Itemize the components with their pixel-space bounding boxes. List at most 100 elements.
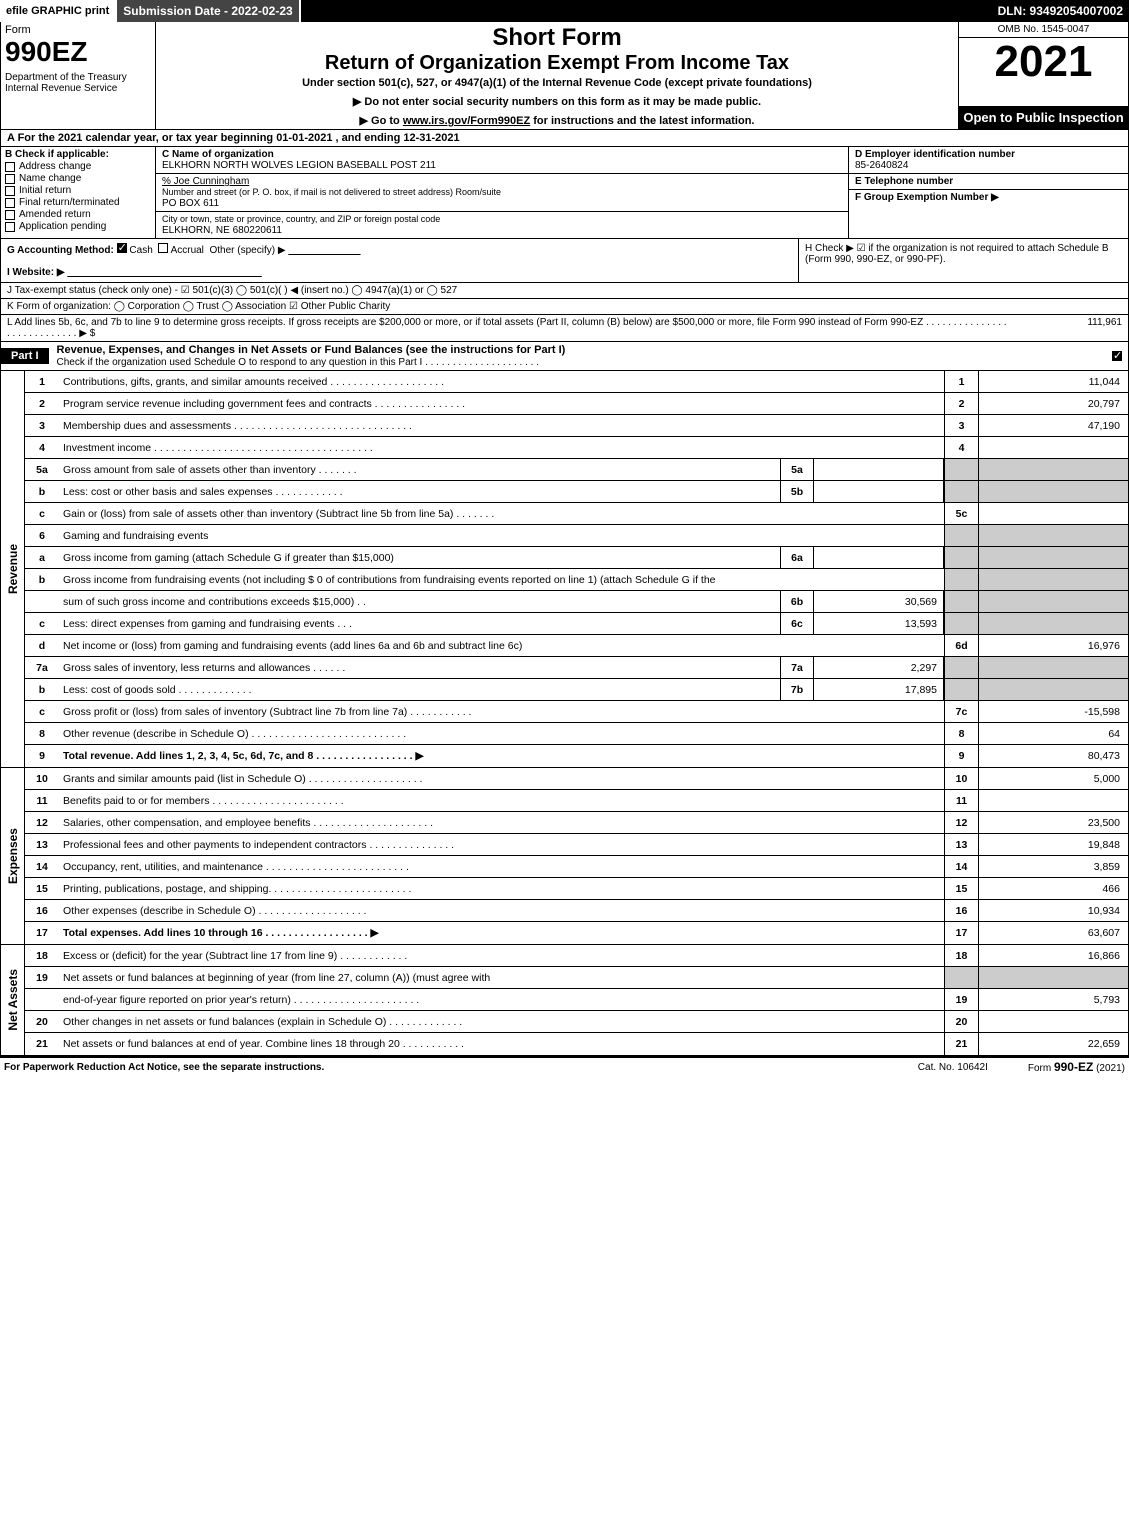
- open-inspection: Open to Public Inspection: [959, 106, 1128, 129]
- revenue-section: Revenue 1Contributions, gifts, grants, a…: [0, 371, 1129, 768]
- line-number: 6: [25, 528, 59, 544]
- right-line-number: 9: [944, 745, 978, 767]
- line-number: b: [25, 572, 59, 588]
- accrual-lab: Accrual: [171, 245, 204, 256]
- part-i-bar: Part I Revenue, Expenses, and Changes in…: [0, 342, 1129, 371]
- line-number: 7a: [25, 660, 59, 676]
- footer-right: Form 990-EZ (2021): [1028, 1060, 1125, 1074]
- cash-checkbox[interactable]: [117, 243, 127, 253]
- right-val-shade: [978, 547, 1128, 568]
- right-line-value: 5,793: [978, 989, 1128, 1010]
- checkbox-label: Address change: [19, 161, 91, 172]
- revenue-side-label: Revenue: [1, 371, 25, 767]
- line-number: 18: [25, 948, 59, 964]
- line-number: c: [25, 506, 59, 522]
- line-desc: Other revenue (describe in Schedule O) .…: [59, 726, 944, 742]
- line-row: 14Occupancy, rent, utilities, and mainte…: [25, 856, 1128, 878]
- line-number: 20: [25, 1014, 59, 1030]
- under-section: Under section 501(c), 527, or 4947(a)(1)…: [162, 77, 952, 89]
- line-row: bLess: cost of goods sold . . . . . . . …: [25, 679, 1128, 701]
- sub-line-value: [814, 481, 944, 502]
- line-desc: Program service revenue including govern…: [59, 396, 944, 412]
- line-number: 19: [25, 970, 59, 986]
- goto-link[interactable]: www.irs.gov/Form990EZ: [403, 115, 530, 127]
- sub-line-value: [814, 459, 944, 480]
- right-line-number: 13: [944, 834, 978, 855]
- right-line-value: 22,659: [978, 1033, 1128, 1055]
- careof: % Joe Cunningham: [162, 176, 249, 187]
- line-row: 1Contributions, gifts, grants, and simil…: [25, 371, 1128, 393]
- part-i-checkbox[interactable]: [1112, 351, 1122, 361]
- line-number: 1: [25, 374, 59, 390]
- netassets-side-label: Net Assets: [1, 945, 25, 1055]
- c-careof-cell: % Joe Cunningham Number and street (or P…: [156, 174, 848, 212]
- line-number: 15: [25, 881, 59, 897]
- line-desc: Net assets or fund balances at end of ye…: [59, 1036, 944, 1052]
- line-row: 4Investment income . . . . . . . . . . .…: [25, 437, 1128, 459]
- line-desc: Other changes in net assets or fund bala…: [59, 1014, 944, 1030]
- form-header: Form 990EZ Department of the Treasury In…: [0, 22, 1129, 130]
- goto-line: ▶ Go to www.irs.gov/Form990EZ for instru…: [162, 114, 952, 127]
- line-row: 3Membership dues and assessments . . . .…: [25, 415, 1128, 437]
- line-desc: Professional fees and other payments to …: [59, 837, 944, 853]
- city-lab: City or town, state or province, country…: [162, 214, 440, 224]
- checkbox[interactable]: [5, 186, 15, 196]
- line-desc: Grants and similar amounts paid (list in…: [59, 771, 944, 787]
- line-desc: Salaries, other compensation, and employ…: [59, 815, 944, 831]
- accrual-checkbox[interactable]: [158, 243, 168, 253]
- line-row: 21Net assets or fund balances at end of …: [25, 1033, 1128, 1055]
- line-desc: Total revenue. Add lines 1, 2, 3, 4, 5c,…: [59, 748, 944, 764]
- form-number: 990EZ: [5, 36, 151, 68]
- footer-form-pre: Form: [1028, 1063, 1054, 1074]
- line-number: 17: [25, 925, 59, 941]
- sub-line-number: 5a: [780, 459, 814, 480]
- b-checkbox-line: Address change: [5, 161, 151, 172]
- sub-line-number: 7a: [780, 657, 814, 678]
- line-desc: Benefits paid to or for members . . . . …: [59, 793, 944, 809]
- right-line-number: 21: [944, 1033, 978, 1055]
- c-city-cell: City or town, state or province, country…: [156, 212, 848, 238]
- right-val-shade: [978, 967, 1128, 988]
- line-number: 8: [25, 726, 59, 742]
- right-num-shade: [944, 591, 978, 612]
- line-row: dNet income or (loss) from gaming and fu…: [25, 635, 1128, 657]
- b-title: B Check if applicable:: [5, 149, 151, 160]
- checkbox-label: Initial return: [19, 185, 71, 196]
- checkbox[interactable]: [5, 174, 15, 184]
- line-number: b: [25, 484, 59, 500]
- checkbox[interactable]: [5, 198, 15, 208]
- line-row: 5aGross amount from sale of assets other…: [25, 459, 1128, 481]
- l-amount: 111,961: [1018, 315, 1128, 341]
- part-i-title-text: Revenue, Expenses, and Changes in Net As…: [57, 344, 566, 356]
- right-val-shade: [978, 459, 1128, 480]
- line-number: 4: [25, 440, 59, 456]
- footer-form-bold: 990-EZ: [1054, 1060, 1093, 1074]
- line-number: 9: [25, 748, 59, 764]
- right-val-shade: [978, 525, 1128, 546]
- gh-row: G Accounting Method: Cash Accrual Other …: [0, 239, 1129, 283]
- line-row: 19Net assets or fund balances at beginni…: [25, 967, 1128, 989]
- l-row: L Add lines 5b, 6c, and 7b to line 9 to …: [0, 315, 1129, 342]
- right-num-shade: [944, 459, 978, 480]
- section-def: D Employer identification number 85-2640…: [848, 147, 1128, 238]
- checkbox[interactable]: [5, 162, 15, 172]
- expenses-side-label: Expenses: [1, 768, 25, 944]
- section-a: A For the 2021 calendar year, or tax yea…: [0, 130, 1129, 147]
- right-line-number: 19: [944, 989, 978, 1010]
- right-line-value: 466: [978, 878, 1128, 899]
- right-line-number: 2: [944, 393, 978, 414]
- right-val-shade: [978, 481, 1128, 502]
- line-row: sum of such gross income and contributio…: [25, 591, 1128, 613]
- line-row: 7aGross sales of inventory, less returns…: [25, 657, 1128, 679]
- right-num-shade: [944, 547, 978, 568]
- checkbox-label: Application pending: [19, 221, 106, 232]
- checkbox[interactable]: [5, 222, 15, 232]
- line-number: 21: [25, 1036, 59, 1052]
- line-number: 10: [25, 771, 59, 787]
- line-desc: Membership dues and assessments . . . . …: [59, 418, 944, 434]
- checkbox[interactable]: [5, 210, 15, 220]
- line-desc: Gross profit or (loss) from sales of inv…: [59, 704, 944, 720]
- h-cell: H Check ▶ ☑ if the organization is not r…: [798, 239, 1128, 282]
- b-checkbox-line: Final return/terminated: [5, 197, 151, 208]
- do-not-enter: ▶ Do not enter social security numbers o…: [162, 95, 952, 108]
